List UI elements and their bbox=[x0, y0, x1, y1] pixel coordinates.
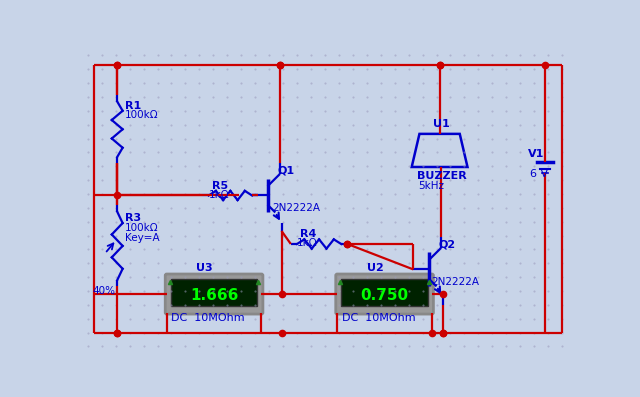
Text: 1.666: 1.666 bbox=[190, 288, 238, 303]
Text: Q2: Q2 bbox=[439, 240, 456, 250]
Text: 1kΩ: 1kΩ bbox=[209, 190, 229, 200]
Text: 2N2222A: 2N2222A bbox=[431, 277, 479, 287]
Bar bbox=[341, 279, 428, 306]
Text: DC  10MOhm: DC 10MOhm bbox=[342, 313, 415, 323]
Text: R4: R4 bbox=[300, 229, 316, 239]
Text: Key=A: Key=A bbox=[125, 233, 159, 243]
Bar bbox=[171, 279, 257, 306]
Text: 0.750: 0.750 bbox=[360, 288, 408, 303]
Text: R5: R5 bbox=[212, 181, 228, 191]
Text: 100kΩ: 100kΩ bbox=[125, 110, 159, 120]
Text: 2N2222A: 2N2222A bbox=[272, 203, 320, 213]
Text: DC  10MOhm: DC 10MOhm bbox=[172, 313, 245, 323]
Text: R3: R3 bbox=[125, 213, 141, 223]
FancyBboxPatch shape bbox=[336, 274, 433, 314]
Text: 100kΩ: 100kΩ bbox=[125, 223, 159, 233]
Text: 40%: 40% bbox=[92, 286, 115, 296]
Text: 1kΩ: 1kΩ bbox=[297, 238, 317, 248]
Text: 5kHz: 5kHz bbox=[419, 181, 445, 191]
Text: R1: R1 bbox=[125, 101, 141, 111]
Text: U1: U1 bbox=[433, 119, 449, 129]
Text: U2: U2 bbox=[367, 263, 383, 273]
FancyBboxPatch shape bbox=[165, 274, 263, 314]
Text: U3: U3 bbox=[196, 263, 213, 273]
Text: BUZZER: BUZZER bbox=[417, 171, 467, 181]
Text: 6 V: 6 V bbox=[529, 169, 548, 179]
Text: V1: V1 bbox=[528, 149, 545, 159]
Text: Q1: Q1 bbox=[278, 165, 295, 175]
